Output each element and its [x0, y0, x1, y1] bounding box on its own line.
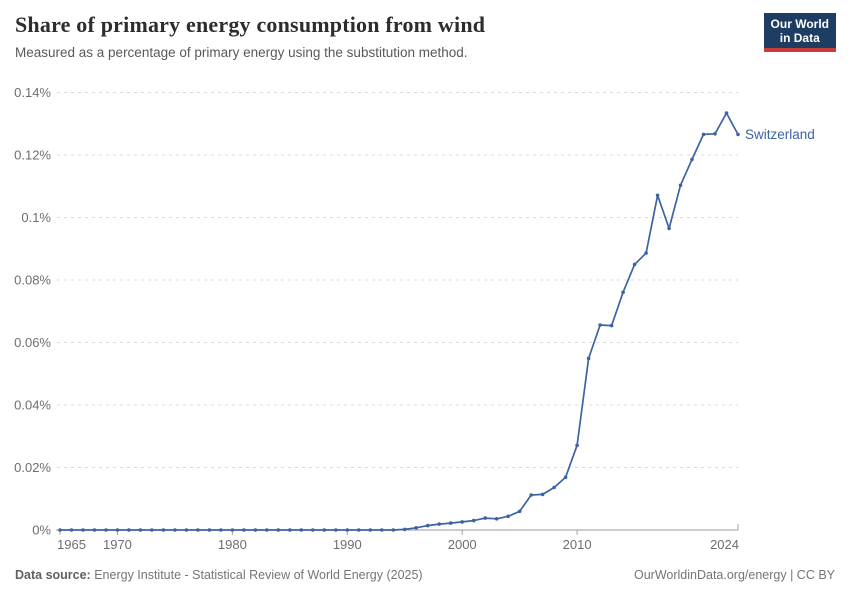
plot-area[interactable]: 0% 0.02% 0.04% 0.06% 0.08% 0.1% 0.12% 0.14% 1965…: [0, 80, 850, 560]
data-point[interactable]: [322, 528, 327, 532]
data-point[interactable]: [425, 523, 430, 528]
x-tick-label: 1965: [57, 537, 86, 552]
data-point[interactable]: [667, 226, 671, 231]
data-point[interactable]: [598, 323, 602, 327]
data-point[interactable]: [368, 528, 373, 532]
data-point[interactable]: [736, 132, 740, 137]
data-point[interactable]: [701, 132, 706, 137]
y-tick-label: 0.1%: [21, 210, 51, 225]
data-point[interactable]: [609, 323, 614, 328]
credit-link[interactable]: OurWorldinData.org/energy | CC BY: [633, 568, 835, 582]
data-point[interactable]: [621, 290, 625, 294]
owid-logo-line2: in Data: [779, 31, 820, 46]
x-tick-label: 1990: [333, 537, 362, 552]
data-point[interactable]: [529, 493, 533, 497]
data-point[interactable]: [242, 528, 246, 532]
data-point[interactable]: [265, 528, 269, 532]
chart-subtitle: Measured as a percentage of primary ener…: [15, 45, 468, 60]
data-source-text: Energy Institute - Statistical Review of…: [90, 568, 423, 582]
data-point[interactable]: [460, 520, 465, 524]
data-point[interactable]: [253, 528, 258, 532]
series-label-switzerland[interactable]: Switzerland: [745, 127, 815, 142]
data-point[interactable]: [575, 443, 579, 448]
data-point[interactable]: [161, 528, 166, 532]
x-tick-label: 2010: [563, 537, 592, 552]
data-point[interactable]: [563, 475, 568, 480]
data-point[interactable]: [69, 528, 74, 532]
data-point[interactable]: [207, 528, 212, 532]
data-point[interactable]: [448, 521, 453, 525]
x-tick-label: 2024: [710, 537, 739, 552]
x-tick-label: 2000: [448, 537, 477, 552]
data-point[interactable]: [586, 356, 591, 361]
x-tick-label: 1970: [103, 537, 132, 552]
data-point[interactable]: [311, 528, 315, 532]
data-point[interactable]: [552, 485, 556, 490]
data-point[interactable]: [655, 193, 660, 198]
data-point[interactable]: [81, 528, 85, 532]
data-point[interactable]: [357, 528, 361, 532]
y-tick-label: 0.08%: [14, 273, 51, 288]
data-point[interactable]: [690, 157, 694, 162]
data-point[interactable]: [345, 528, 350, 532]
data-source-label: Data source:: [15, 568, 91, 582]
data-point[interactable]: [115, 528, 120, 532]
y-tick-label: 0.14%: [14, 85, 51, 100]
data-point[interactable]: [276, 528, 281, 532]
data-point[interactable]: [402, 527, 407, 532]
series-line-switzerland[interactable]: [60, 112, 739, 531]
data-point[interactable]: [414, 526, 419, 530]
data-point[interactable]: [724, 111, 729, 115]
data-point[interactable]: [92, 528, 97, 532]
data-point[interactable]: [391, 528, 396, 532]
data-point[interactable]: [58, 528, 62, 532]
chart-header: Share of primary energy consumption from…: [15, 12, 750, 60]
data-point[interactable]: [483, 516, 488, 520]
data-source: Data source: Energy Institute - Statisti…: [15, 568, 423, 582]
data-point[interactable]: [104, 528, 108, 532]
data-point[interactable]: [173, 528, 177, 532]
data-point[interactable]: [437, 522, 442, 526]
owid-logo-line1: Our World: [770, 17, 829, 31]
data-point[interactable]: [517, 509, 522, 514]
data-point[interactable]: [644, 251, 648, 255]
data-point[interactable]: [494, 517, 499, 521]
chart-footer: Data source: Energy Institute - Statisti…: [15, 568, 835, 582]
data-point[interactable]: [506, 514, 511, 519]
x-tick-label: 1980: [218, 537, 247, 552]
chart-title: Share of primary energy consumption from…: [15, 12, 486, 37]
data-point[interactable]: [713, 132, 717, 136]
data-point[interactable]: [230, 528, 235, 532]
data-point[interactable]: [540, 492, 545, 497]
data-point[interactable]: [471, 518, 476, 523]
data-point[interactable]: [334, 528, 338, 532]
owid-logo: Our World in Data: [763, 13, 836, 53]
y-tick-label: 0.06%: [14, 335, 51, 350]
y-tick-label: 0.04%: [14, 398, 51, 413]
data-point[interactable]: [138, 528, 143, 532]
data-point[interactable]: [184, 528, 189, 532]
data-point[interactable]: [219, 528, 223, 532]
y-tick-label: 0%: [32, 523, 51, 538]
data-point[interactable]: [632, 262, 637, 267]
data-point[interactable]: [380, 528, 384, 532]
data-point[interactable]: [150, 528, 154, 532]
y-tick-label: 0.12%: [14, 148, 51, 163]
data-point[interactable]: [127, 528, 131, 532]
data-point[interactable]: [288, 528, 292, 532]
data-point[interactable]: [678, 183, 683, 188]
data-point[interactable]: [299, 528, 304, 532]
data-point[interactable]: [196, 528, 200, 532]
y-tick-label: 0.02%: [14, 460, 51, 475]
